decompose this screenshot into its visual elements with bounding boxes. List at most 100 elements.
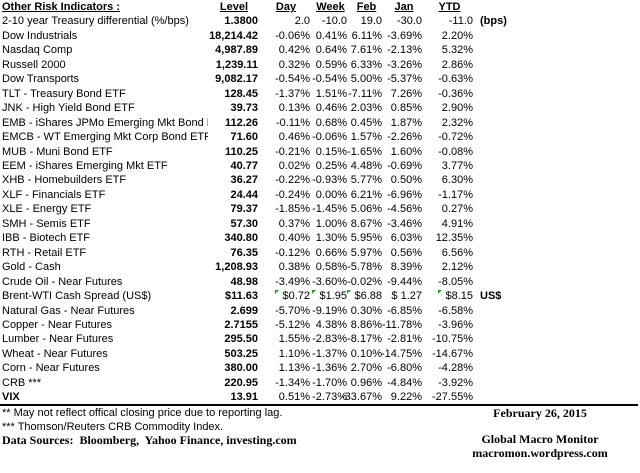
cell-level: 1.3800: [224, 15, 258, 28]
cell-feb: -5.78%: [347, 261, 382, 274]
cell-level: 76.35: [230, 246, 258, 259]
cell-day: -1.85%: [275, 203, 310, 216]
column-header-level: Level: [219, 1, 249, 13]
cell-ytd: 6.30%: [441, 174, 473, 187]
cell-feb: $6.88: [347, 289, 384, 303]
cell-name: 2-10 year Treasury differential (%/bps): [2, 15, 189, 28]
cell-note: [475, 159, 640, 173]
table-row: CRB *** 220.95 -1.34% -1.70% 0.96% -4.84% -3.9…: [0, 376, 640, 390]
cell-ytd: -0.08%: [438, 145, 473, 158]
table-row: Crude Oil - Near Futures 48.98 -3.49% -3.60…: [0, 275, 640, 289]
cell-jan: -5.37%: [387, 73, 422, 86]
cell-note: [475, 202, 640, 216]
cell-ytd: 0.27%: [441, 203, 473, 216]
cell-jan: -6.85%: [387, 304, 422, 317]
cell-level: 295.50: [224, 333, 258, 346]
cell-feb: 0.30%: [350, 304, 382, 317]
cell-name: XLF - Financials ETF: [2, 188, 106, 201]
cell-week: -0.93%: [312, 174, 347, 187]
cell-day: 2.0: [294, 15, 310, 28]
cell-day: 1.55%: [278, 333, 310, 346]
table-row: SMH - Semis ETF 57.30 0.37% 1.00% 8.67% -3.46…: [0, 217, 640, 231]
header-row: Other Risk Indicators : Level Day Week F…: [0, 0, 640, 14]
cell-ytd: 5.32%: [441, 44, 473, 57]
cell-name: IBB - Biotech ETF: [2, 232, 91, 245]
cell-level: 71.60: [230, 131, 258, 144]
cell-note: [475, 347, 640, 361]
cell-jan: -3.46%: [387, 217, 422, 230]
cell-week: $1.95: [312, 289, 349, 303]
cell-level: 18,214.42: [209, 29, 258, 42]
cell-ytd: 6.56%: [441, 246, 473, 259]
cell-week: 0.66%: [315, 246, 347, 259]
cell-note: [475, 318, 640, 332]
column-header-blank: [475, 0, 640, 14]
cell-feb: 8.67%: [350, 217, 382, 230]
column-header-jan: Jan: [394, 1, 414, 13]
footnote-reporting-lag: ** May not reflect offical closing price…: [2, 407, 283, 419]
cell-day: -1.34%: [275, 376, 310, 389]
cell-name: Nasdaq Comp: [2, 44, 73, 57]
cell-note: [475, 376, 640, 390]
cell-level: 2.699: [230, 304, 258, 317]
comment-flag-icon: [275, 290, 280, 295]
comment-flag-icon: [438, 290, 443, 295]
table-row: IBB - Biotech ETF 340.80 0.40% 1.30% 5.95% 6.…: [0, 231, 640, 245]
cell-ytd: -10.75%: [432, 333, 473, 346]
table-row: Russell 2000 1,239.11 0.32% 0.59% 6.33% -3.26…: [0, 58, 640, 72]
risk-indicators-table: Other Risk Indicators : Level Day Week F…: [0, 0, 640, 404]
cell-feb: 0.45%: [350, 116, 382, 129]
cell-week: 0.68%: [315, 116, 347, 129]
cell-name: Natural Gas - Near Futures: [2, 304, 135, 317]
cell-day: -0.54%: [275, 73, 310, 86]
cell-feb: 7.61%: [350, 44, 382, 57]
cell-level: 9,082.17: [215, 73, 258, 86]
cell-name: Lumber - Near Futures: [2, 333, 114, 346]
cell-jan: 6.03%: [390, 232, 422, 245]
cell-name: EEM - iShares Emerging Mkt ETF: [2, 159, 168, 172]
cell-jan: 0.85%: [390, 102, 422, 115]
cell-name: TLT - Treasury Bond ETF: [2, 87, 126, 100]
cell-day: -0.12%: [275, 246, 310, 259]
column-header-ytd: YTD: [438, 1, 461, 13]
cell-jan: 1.60%: [390, 145, 422, 158]
cell-jan: 1.87%: [390, 116, 422, 129]
column-header-day: Day: [275, 1, 297, 13]
cell-day: 1.10%: [278, 347, 310, 360]
cell-level: 48.98: [230, 275, 258, 288]
cell-name: Gold - Cash: [2, 261, 61, 274]
cell-ytd: 2.90%: [441, 102, 473, 115]
table-row: XHB - Homebuilders ETF 36.27 -0.22% -0.93% 5…: [0, 173, 640, 187]
column-header-week: Week: [316, 1, 345, 13]
cell-name: Brent-WTI Cash Spread (US$): [2, 290, 152, 303]
cell-ytd: 2.12%: [441, 261, 473, 274]
data-sources: Data Sources: Bloomberg, Yahoo Finance, …: [2, 433, 297, 447]
cell-day: 0.46%: [278, 131, 310, 144]
cell-level: 57.30: [230, 217, 258, 230]
cell-note: [475, 246, 640, 260]
cell-week: 0.25%: [315, 159, 347, 172]
cell-feb: -0.02%: [347, 275, 382, 288]
cell-ytd: 2.86%: [441, 58, 473, 71]
cell-note: [475, 217, 640, 231]
table-row: JNK - High Yield Bond ETF 39.73 0.13% 0.46%…: [0, 101, 640, 115]
cell-name: VIX: [2, 391, 20, 404]
cell-week: -2.73%: [312, 391, 347, 404]
table-row: EMCB - WT Emerging Mkt Corp Bond ETF 71.6…: [0, 130, 640, 144]
cell-note: [475, 72, 640, 86]
cell-feb: 6.21%: [350, 188, 382, 201]
cell-jan: $ 1.27: [391, 290, 422, 303]
cell-name: EMB - iShares JPMo Emerging Mkt Bond ETF: [2, 116, 208, 129]
cell-ytd: -0.72%: [438, 131, 473, 144]
cell-level: 220.95: [224, 376, 258, 389]
cell-jan: -4.56%: [387, 203, 422, 216]
cell-week: -1.36%: [312, 362, 347, 375]
cell-ytd: 3.77%: [441, 159, 473, 172]
cell-note: [475, 304, 640, 318]
table-row: Dow Industrials 18,214.42 -0.06% 0.41% 6.11%…: [0, 29, 640, 43]
site-url: macromon.wordpress.com: [472, 446, 608, 460]
table-row: Nasdaq Comp 4,987.89 0.42% 0.64% 7.61% -2.13%…: [0, 43, 640, 57]
cell-note: [475, 275, 640, 289]
table-row: Natural Gas - Near Futures 2.699 -5.70% -9.…: [0, 304, 640, 318]
cell-day: 0.13%: [278, 102, 310, 115]
